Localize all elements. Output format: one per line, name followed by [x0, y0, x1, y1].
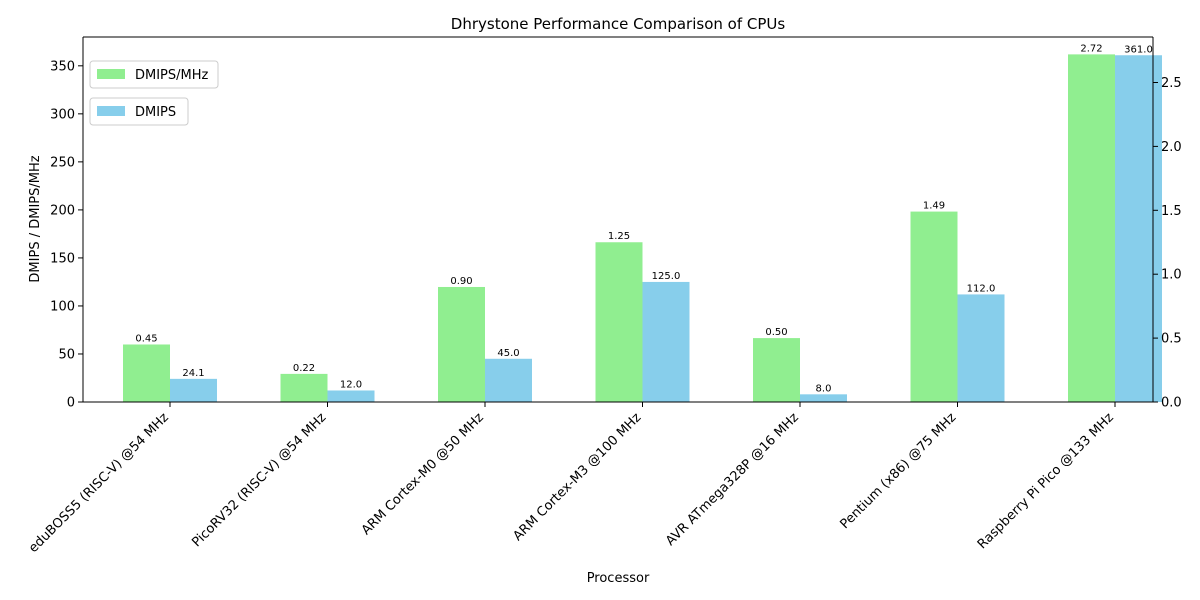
bar-dmips-per-mhz: [280, 373, 328, 402]
bar-dmips-per-mhz: [1068, 54, 1115, 402]
bar-dmips: [642, 281, 690, 402]
data-label: 2.72: [1080, 43, 1102, 54]
y-right-tick-label: 2.5: [1161, 76, 1182, 91]
y-left-tick-label: 300: [50, 107, 75, 122]
y-left-tick-label: 50: [58, 347, 75, 362]
y-left-tick-label: 200: [50, 203, 75, 218]
x-tick-label: Raspberry Pi Pico @133 MHz: [975, 410, 1117, 552]
data-labels-layer: 0.45 0.22 0.90 1.25 0.50 1.49 2.72 24.1 12.0 45.0…: [135, 43, 1152, 394]
legend-box: [89, 60, 219, 89]
data-label: 0.22: [293, 363, 315, 374]
legend-label: DMIPS/MHz: [135, 68, 209, 83]
bar-dmips-per-mhz: [753, 338, 800, 402]
y-right-tick-label: 1.0: [1161, 268, 1182, 283]
bar-dmips-per-mhz: [438, 286, 485, 402]
legend-swatch: [97, 69, 125, 79]
chart-title: Dhrystone Performance Comparison of CPUs: [451, 15, 786, 33]
data-label: 0.90: [450, 276, 472, 287]
data-label: 0.50: [765, 327, 787, 338]
y-axis-label: DMIPS / DMIPS/MHz: [28, 155, 43, 282]
y-left-tick-label: 100: [50, 299, 75, 314]
data-label: 125.0: [652, 271, 681, 282]
y-left-tick-label: 150: [50, 251, 75, 266]
data-label: 361.0: [1124, 44, 1153, 55]
y-left-tick-label: 0: [67, 396, 75, 411]
bar-dmips: [485, 358, 532, 402]
legend-label: DMIPS: [135, 105, 176, 120]
bar-dmips: [327, 390, 375, 402]
x-tick-label: ARM Cortex-M0 @50 MHz: [359, 410, 487, 538]
bar-dmips-per-mhz: [123, 344, 170, 402]
x-tick-label: AVR ATmega328P @16 MHz: [663, 410, 802, 549]
x-tick-label: eduBOSS5 (RISC-V) @54 MHz: [26, 410, 172, 556]
data-label: 45.0: [497, 348, 519, 359]
legend-box: [89, 97, 189, 126]
legend-swatch: [97, 106, 125, 116]
bar-dmips: [170, 378, 217, 402]
y-right-tick-label: 2.0: [1161, 140, 1182, 155]
y-right-tick-label: 0.0: [1161, 396, 1182, 411]
x-tick-label: ARM Cortex-M3 @100 MHz: [510, 410, 644, 544]
x-tick-label: Pentium (x86) @75 MHz: [837, 410, 959, 532]
data-label: 1.49: [923, 201, 945, 212]
x-axis-label: Processor: [587, 571, 650, 586]
data-label: 0.45: [135, 333, 157, 344]
data-label: 8.0: [816, 383, 832, 394]
bar-dmips-per-mhz: [595, 242, 643, 402]
bar-dmips: [800, 394, 847, 402]
bars-layer: [123, 54, 1162, 402]
data-label: 1.25: [608, 231, 630, 242]
y-right-tick-label: 0.5: [1161, 332, 1182, 347]
legend: DMIPS/MHz DMIPS: [89, 60, 219, 126]
y-right-tick-label: 1.5: [1161, 204, 1182, 219]
data-label: 12.0: [340, 379, 362, 390]
bar-dmips: [957, 294, 1005, 402]
data-label: 112.0: [967, 283, 996, 294]
data-label: 24.1: [182, 368, 204, 379]
bar-dmips-per-mhz: [910, 211, 958, 402]
bar-dmips: [1115, 55, 1162, 402]
y-left-tick-label: 250: [50, 155, 75, 170]
y-left-tick-label: 350: [50, 59, 75, 74]
x-tick-label: PicoRV32 (RISC-V) @54 MHz: [189, 410, 329, 550]
